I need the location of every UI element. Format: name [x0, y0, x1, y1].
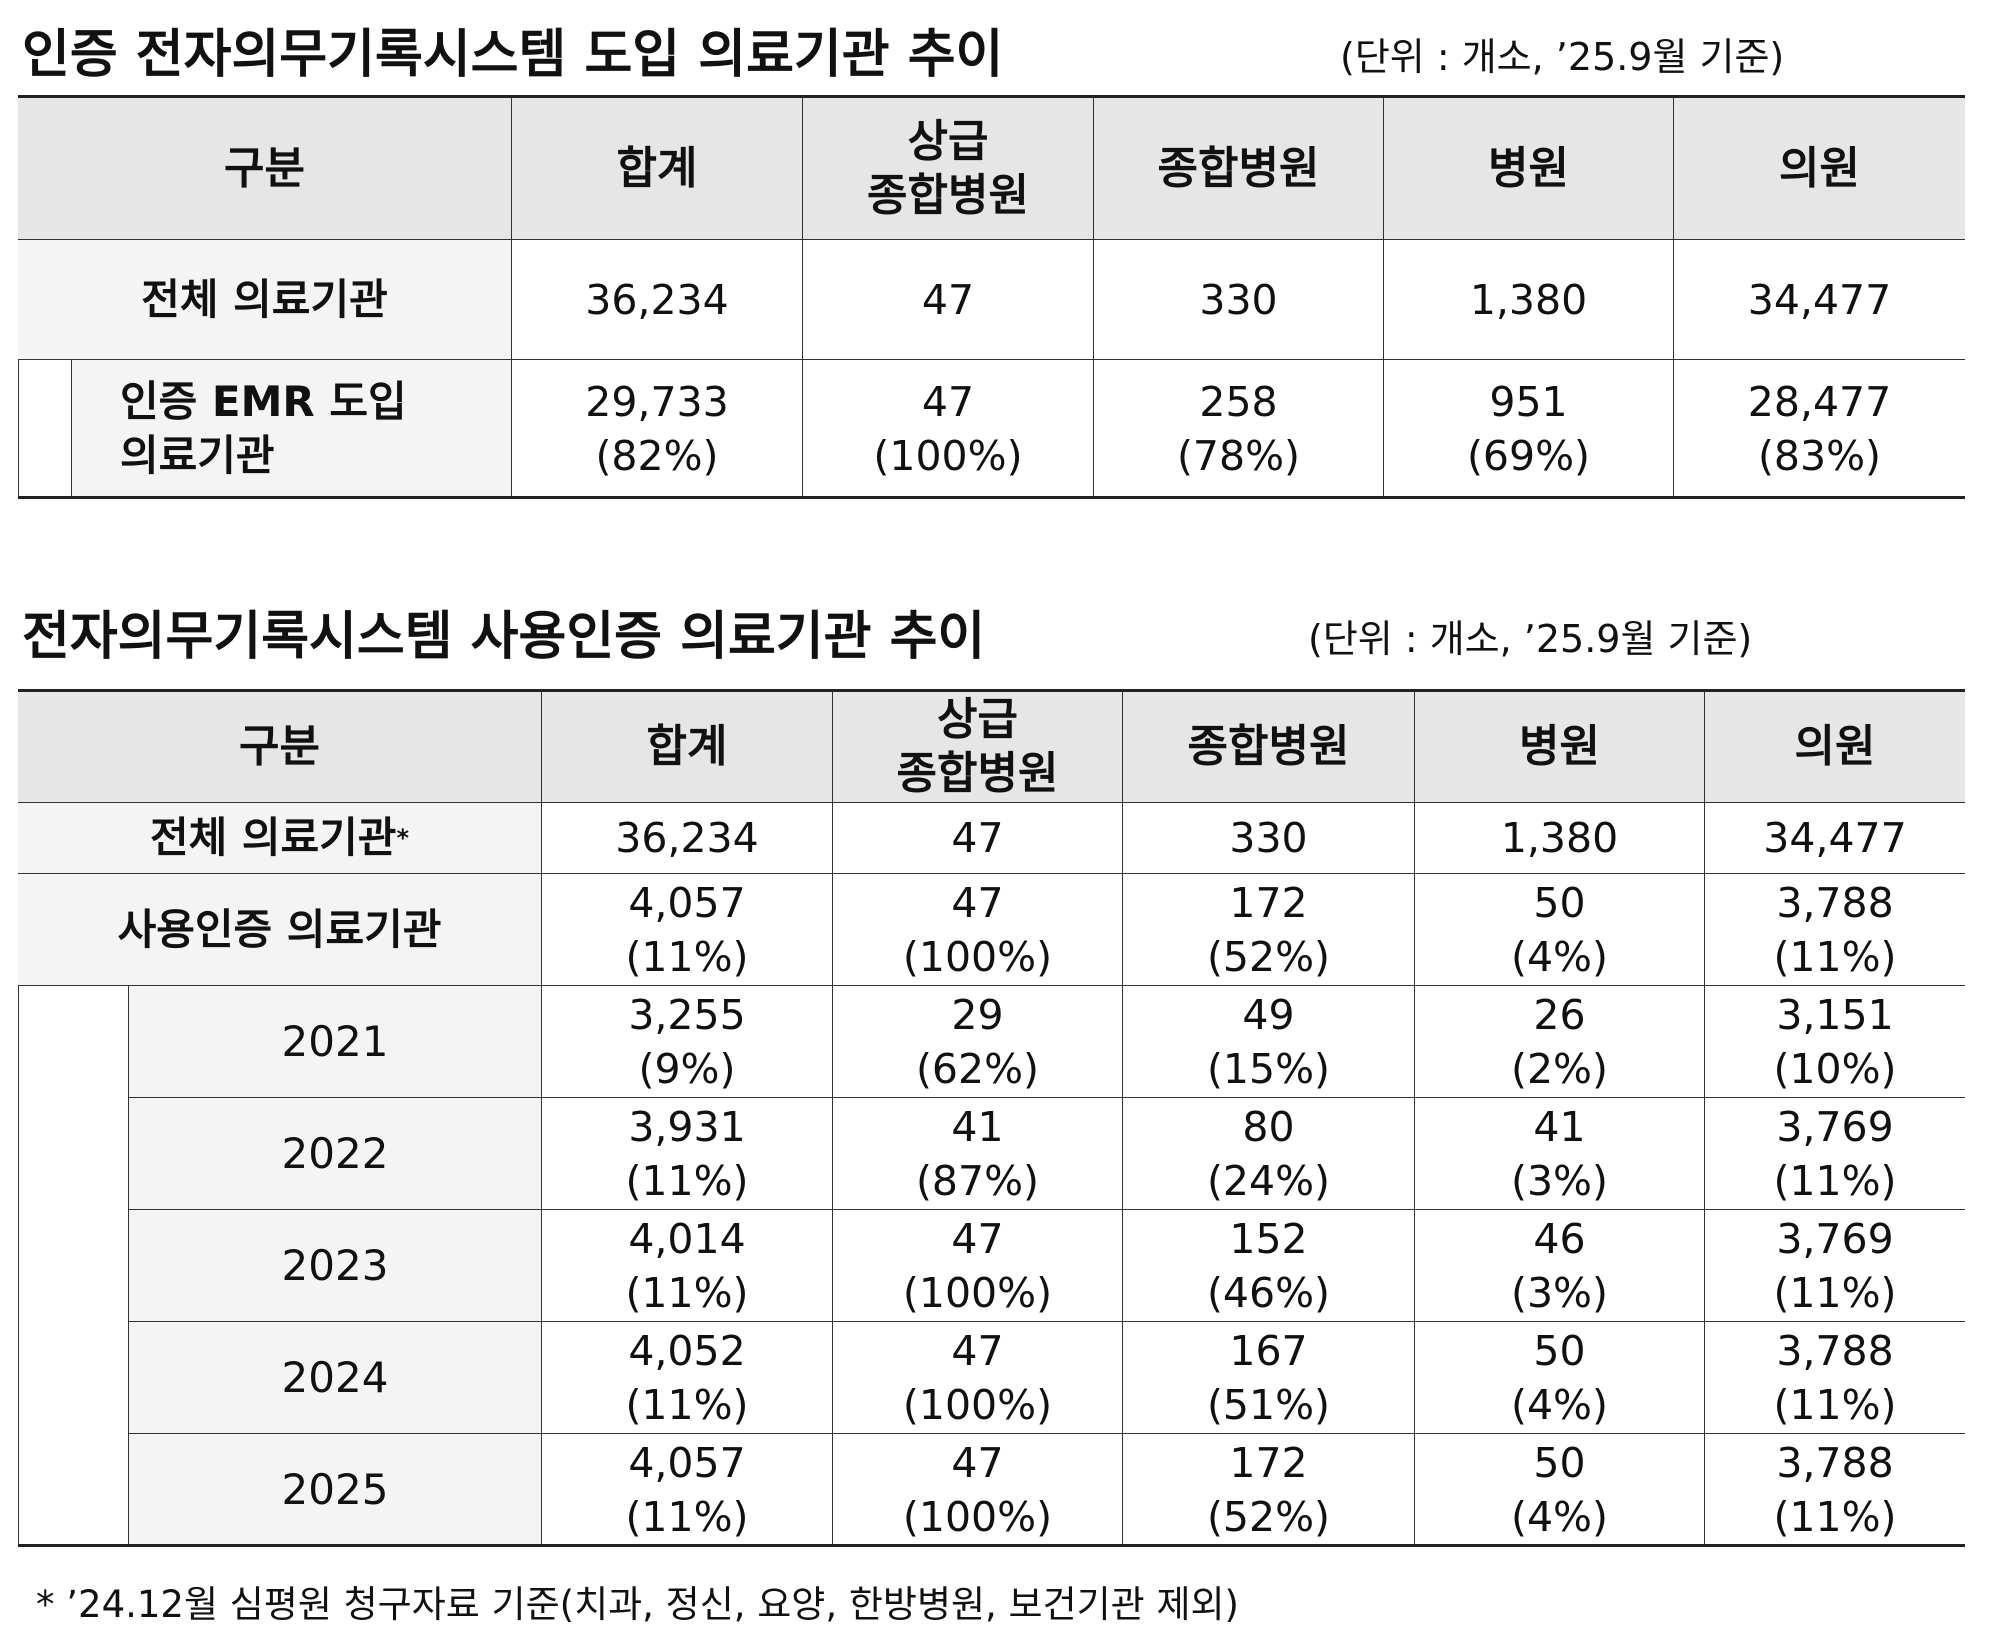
data-cell: 47 (100%) [832, 1210, 1122, 1322]
footnote: * ’24.12월 심평원 청구자료 기준(치과, 정신, 요양, 한방병원, … [36, 1583, 1239, 1626]
data-cell: 3,788 (11%) [1704, 1434, 1965, 1546]
data-cell: 951 (69%) [1383, 360, 1673, 498]
row-label-text: 인증 EMR 도입 의료기관 [120, 376, 407, 480]
footnote-mark: * [396, 824, 410, 852]
row-label-text: 2022 [281, 1128, 389, 1178]
data-cell: 47 [802, 240, 1093, 360]
data-cell: 1,380 [1414, 803, 1704, 874]
row-label: 2021 [128, 986, 541, 1098]
header-cell: 병원 [1414, 692, 1704, 803]
data-cell: 26 (2%) [1414, 986, 1704, 1098]
data-cell: 4,057 (11%) [541, 1434, 832, 1546]
header-cell: 상급 종합병원 [832, 692, 1122, 803]
data-cell: 258 (78%) [1093, 360, 1383, 498]
data-cell: 3,769 (11%) [1704, 1210, 1965, 1322]
data-cell: 167 (51%) [1122, 1322, 1414, 1434]
data-cell: 3,788 (11%) [1704, 874, 1965, 986]
table-top-rule [18, 95, 1965, 98]
row-label: 사용인증 의료기관 [18, 874, 541, 986]
data-cell: 4,057 (11%) [541, 874, 832, 986]
data-cell: 3,255 (9%) [541, 986, 832, 1098]
data-cell: 50 (4%) [1414, 1322, 1704, 1434]
data-cell: 3,151 (10%) [1704, 986, 1965, 1098]
row-label: 2023 [128, 1210, 541, 1322]
table-title: 인증 전자의무기록시스템 도입 의료기관 추이 [22, 24, 1004, 85]
header-cell: 상급 종합병원 [802, 98, 1093, 240]
table-bottom-rule [18, 496, 1965, 499]
data-cell: 41 (3%) [1414, 1098, 1704, 1210]
row-label: 전체 의료기관 * [18, 803, 541, 874]
header-cell: 종합병원 [1122, 692, 1414, 803]
data-cell: 330 [1093, 240, 1383, 360]
data-cell: 50 (4%) [1414, 1434, 1704, 1546]
indent-cell [18, 360, 71, 498]
table-bottom-rule [18, 1544, 1965, 1547]
row-label: 2024 [128, 1322, 541, 1434]
data-cell: 330 [1122, 803, 1414, 874]
data-cell: 3,788 (11%) [1704, 1322, 1965, 1434]
row-label: 2022 [128, 1098, 541, 1210]
row-label-text: 사용인증 의료기관 [117, 904, 442, 954]
table-top-rule [18, 689, 1965, 692]
data-cell: 172 (52%) [1122, 874, 1414, 986]
data-cell: 4,052 (11%) [541, 1322, 832, 1434]
header-cell: 의원 [1704, 692, 1965, 803]
data-cell: 29 (62%) [832, 986, 1122, 1098]
header-cell: 종합병원 [1093, 98, 1383, 240]
data-cell: 4,014 (11%) [541, 1210, 832, 1322]
header-cell: 합계 [511, 98, 802, 240]
row-label-text: 2024 [281, 1352, 389, 1402]
header-cell: 의원 [1673, 98, 1965, 240]
header-cell: 합계 [541, 692, 832, 803]
row-label: 2025 [128, 1434, 541, 1546]
data-cell: 3,769 (11%) [1704, 1098, 1965, 1210]
header-cell: 병원 [1383, 98, 1673, 240]
data-cell: 47 (100%) [832, 1434, 1122, 1546]
indent-cell [18, 986, 128, 1546]
row-label-text: 2025 [281, 1464, 389, 1514]
data-cell: 1,380 [1383, 240, 1673, 360]
data-cell: 47 [832, 803, 1122, 874]
data-cell: 28,477 (83%) [1673, 360, 1965, 498]
data-cell: 50 (4%) [1414, 874, 1704, 986]
row-label-text: 2021 [281, 1016, 389, 1066]
data-cell: 152 (46%) [1122, 1210, 1414, 1322]
data-cell: 36,234 [511, 240, 802, 360]
table-title: 전자의무기록시스템 사용인증 의료기관 추이 [22, 606, 986, 667]
data-cell: 3,931 (11%) [541, 1098, 832, 1210]
unit-note: (단위 : 개소, ’25.9월 기준) [1340, 35, 1785, 79]
data-cell: 47 (100%) [832, 1322, 1122, 1434]
row-label-text: 전체 의료기관 [149, 813, 397, 862]
data-cell: 80 (24%) [1122, 1098, 1414, 1210]
data-cell: 29,733 (82%) [511, 360, 802, 498]
data-cell: 49 (15%) [1122, 986, 1414, 1098]
data-cell: 36,234 [541, 803, 832, 874]
data-cell: 47 (100%) [802, 360, 1093, 498]
data-cell: 46 (3%) [1414, 1210, 1704, 1322]
row-label-text: 전체 의료기관 [141, 274, 388, 324]
row-label: 전체 의료기관 [18, 240, 511, 360]
data-cell: 34,477 [1673, 240, 1965, 360]
row-label: 인증 EMR 도입 의료기관 [71, 360, 511, 498]
data-cell: 172 (52%) [1122, 1434, 1414, 1546]
header-cell: 구분 [18, 98, 511, 240]
data-cell: 47 (100%) [832, 874, 1122, 986]
data-cell: 34,477 [1704, 803, 1965, 874]
unit-note: (단위 : 개소, ’25.9월 기준) [1308, 617, 1753, 661]
row-label-text: 2023 [281, 1240, 389, 1290]
data-cell: 41 (87%) [832, 1098, 1122, 1210]
header-cell: 구분 [18, 692, 541, 803]
